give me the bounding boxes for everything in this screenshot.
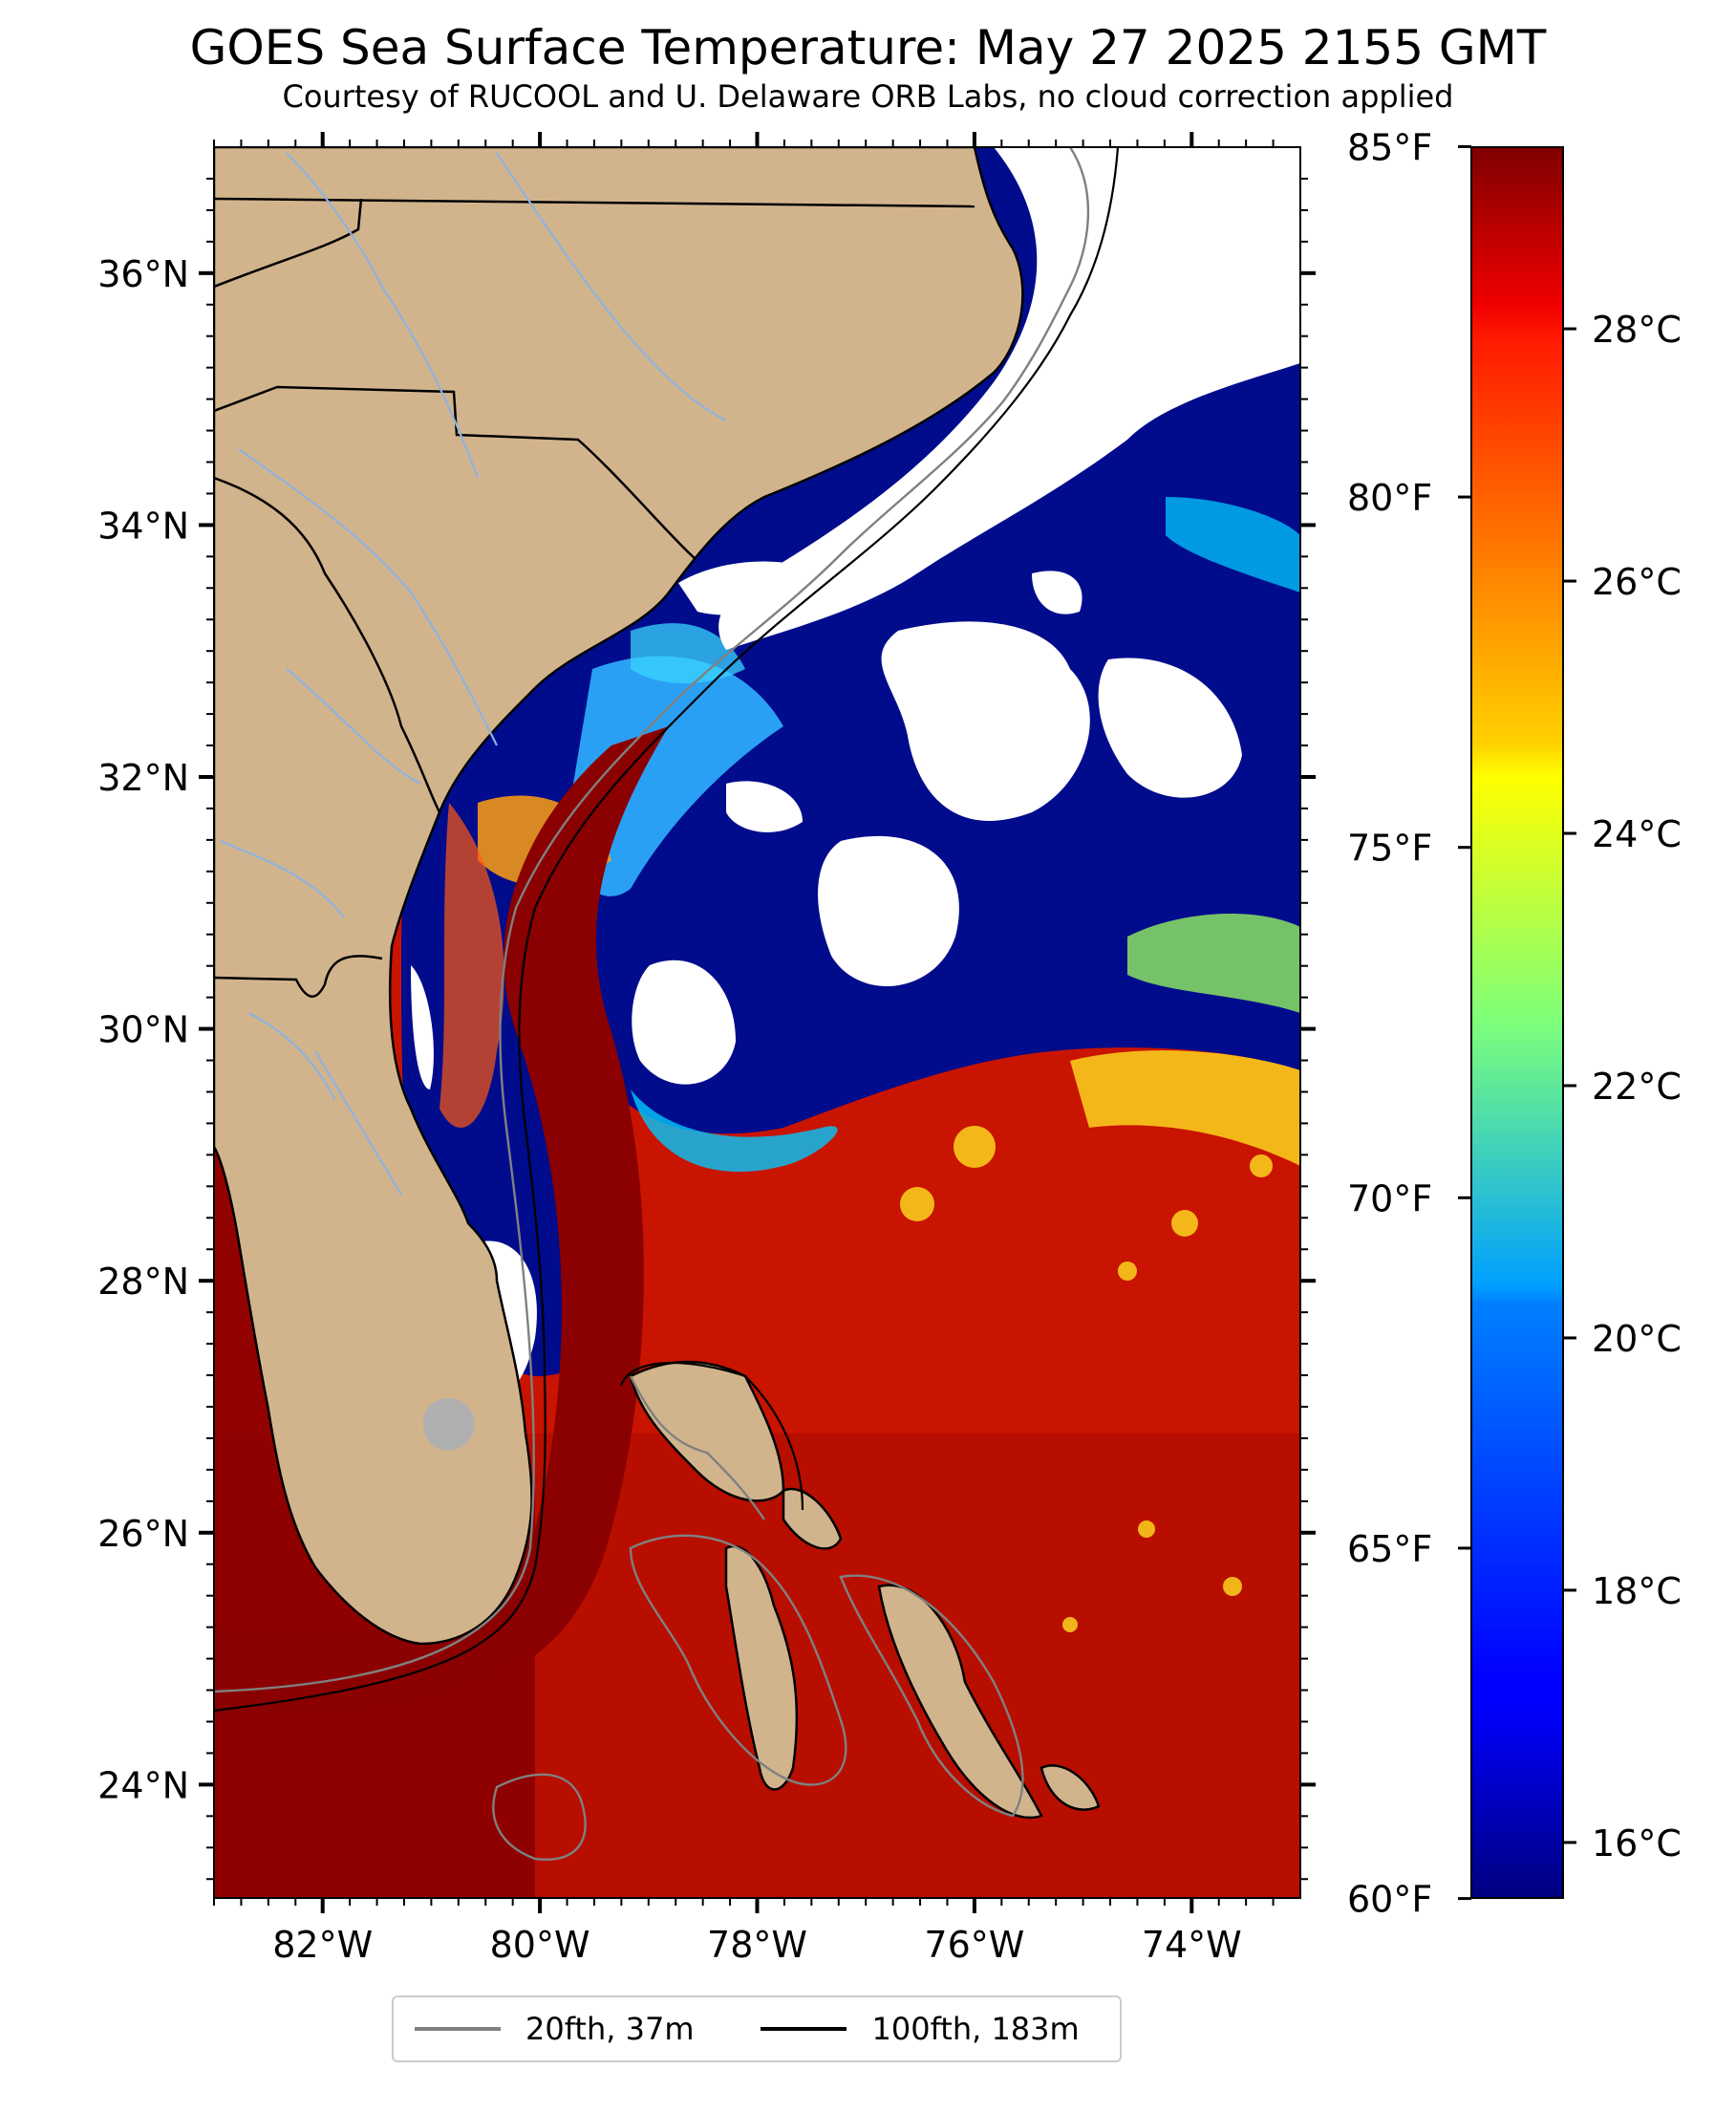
fahrenheit-tick-label: 75°F (1347, 828, 1432, 870)
celsius-tick-label: 20°C (1592, 1318, 1682, 1360)
lat-tick-label: 34°N (97, 505, 189, 547)
map-ticks (199, 132, 1316, 1913)
lon-tick-label: 78°W (707, 1924, 807, 1966)
celsius-tick-label: 28°C (1592, 309, 1682, 351)
bahamas-island (877, 1584, 1043, 1820)
lat-tick-label: 28°N (97, 1261, 189, 1303)
fahrenheit-tick-label: 60°F (1347, 1879, 1432, 1921)
legend-item-100fth: 100fth, 183m (694, 2011, 1080, 2047)
lon-tick-label: 76°W (924, 1924, 1024, 1966)
celsius-tick-label: 16°C (1592, 1822, 1682, 1865)
colorbar (1470, 146, 1564, 1899)
rivers (219, 152, 727, 1196)
fahrenheit-tick-label: 80°F (1347, 477, 1432, 519)
warm-transition-band (1070, 1050, 1300, 1166)
cool-transition-band (631, 623, 745, 683)
celsius-tick-label: 18°C (1592, 1570, 1682, 1612)
sst-map (214, 147, 1300, 1898)
isobath-100fth (214, 147, 1120, 1713)
state-boundaries (214, 197, 975, 998)
mainland-us (214, 147, 1024, 1646)
lat-tick-label: 26°N (97, 1513, 189, 1555)
fahrenheit-tick-label: 85°F (1347, 126, 1432, 168)
lat-tick-label: 24°N (97, 1764, 189, 1806)
bahamas-island (1039, 1764, 1101, 1811)
map-tick-labels: 82°W 80°W 78°W 76°W 74°W 36°N 34°N 32°N 30°N 28°N… (97, 253, 1242, 1966)
fahrenheit-tick-label: 65°F (1347, 1528, 1432, 1570)
legend-swatch-gray (415, 2027, 501, 2031)
lake-okeechobee (422, 1397, 475, 1451)
legend-label-100fth: 100fth, 183m (871, 2011, 1080, 2047)
celsius-tick-label: 26°C (1592, 561, 1682, 603)
cool-transition-band (1166, 497, 1300, 593)
legend-swatch-black (761, 2027, 847, 2031)
legend-label-20fth: 20fth, 37m (525, 2011, 695, 2047)
map-subtitle: Courtesy of RUCOOL and U. Delaware ORB L… (282, 78, 1454, 115)
bahamas-island (724, 1544, 799, 1791)
isobath-20fth (214, 147, 1090, 1861)
fahrenheit-tick-label: 70°F (1347, 1177, 1432, 1219)
lon-tick-label: 80°W (490, 1924, 590, 1966)
isobath-legend: 20fth, 37m 100fth, 183m (392, 1995, 1122, 2062)
cool-transition-band (631, 1089, 838, 1173)
land (214, 147, 1101, 1820)
gulf-stream (214, 726, 669, 1720)
celsius-tick-label: 24°C (1592, 813, 1682, 855)
lat-tick-label: 32°N (97, 757, 189, 799)
lon-tick-label: 74°W (1142, 1924, 1242, 1966)
gulf-stream-edge (439, 803, 504, 1128)
cool-transition-band (568, 656, 783, 896)
warm-transition-band (1127, 914, 1300, 1013)
sst-speckles (900, 1126, 1273, 1632)
bahamas-island (782, 1487, 843, 1550)
lat-tick-label: 30°N (97, 1009, 189, 1051)
map-title: GOES Sea Surface Temperature: May 27 202… (189, 20, 1547, 75)
celsius-tick-label: 22°C (1592, 1066, 1682, 1108)
legend-item-20fth: 20fth, 37m (394, 2011, 694, 2047)
lat-tick-label: 36°N (97, 253, 189, 295)
lon-tick-label: 82°W (272, 1924, 373, 1966)
colorbar-ticks: 28°C 26°C 24°C 22°C 20°C 18°C 16°C 85°F 80°F 75°F… (1347, 126, 1682, 1920)
